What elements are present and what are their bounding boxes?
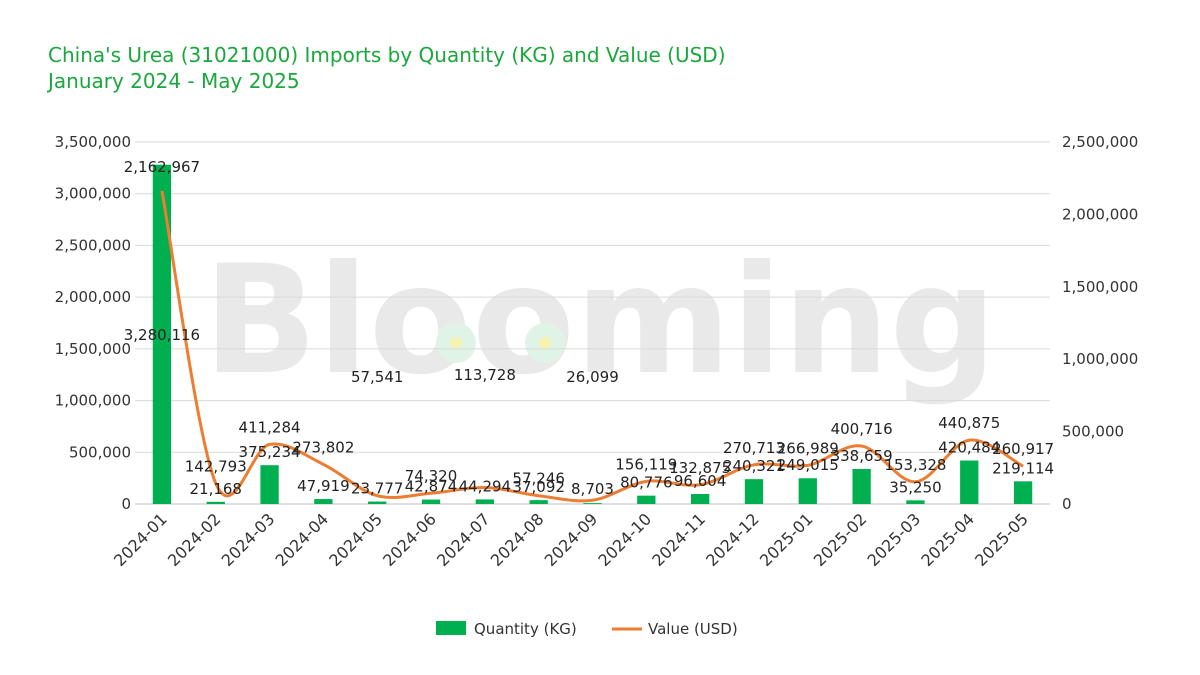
value-data-label: 270,713 (723, 439, 785, 457)
left-axis-tick-label: 2,500,000 (55, 236, 131, 254)
legend-quantity-swatch (436, 621, 466, 635)
quantity-data-label: 42,874 (405, 478, 458, 496)
left-axis-tick-label: 3,000,000 (55, 185, 131, 203)
left-axis-tick-label: 1,000,000 (55, 392, 131, 410)
quantity-bar (690, 494, 710, 504)
quantity-data-label: 8,703 (571, 480, 614, 498)
data-labels: 3,280,116 21,168 375,234 47,919 23,777 42,874… (124, 158, 1054, 498)
value-data-label: 273,802 (292, 438, 354, 456)
x-axis-tick-label: 2024-12 (702, 509, 763, 570)
quantity-data-label: 420,484 (938, 439, 1000, 457)
quantity-data-label: 249,015 (777, 456, 839, 474)
quantity-data-label: 21,168 (189, 480, 242, 498)
value-data-label: 156,119 (615, 455, 677, 473)
left-axis-tick-label: 0 (121, 495, 131, 513)
x-axis-tick-label: 2024-03 (218, 509, 279, 570)
quantity-bar (583, 503, 602, 504)
x-axis-tick-label: 2025-01 (756, 509, 817, 570)
quantity-bar (206, 501, 225, 504)
value-line (160, 190, 1024, 503)
value-data-label: 153,328 (884, 456, 946, 474)
quantity-data-label: 3,280,116 (124, 326, 200, 344)
x-axis-tick-label: 2024-07 (433, 509, 494, 570)
right-axis-tick-label: 2,000,000 (1062, 205, 1138, 223)
x-axis-tick-label: 2024-06 (379, 509, 440, 570)
quantity-bar (475, 499, 495, 504)
quantity-data-label: 47,919 (297, 477, 350, 495)
quantity-bar (906, 500, 925, 504)
chart-title: China's Urea (31021000) Imports by Quant… (48, 42, 726, 94)
value-data-label: 266,989 (777, 439, 839, 457)
quantity-bar (529, 500, 548, 504)
value-data-label: 113,728 (454, 366, 516, 384)
left-axis-tick-label: 2,000,000 (55, 288, 131, 306)
value-series-line (160, 190, 1024, 503)
left-axis-tick-label: 1,500,000 (55, 340, 131, 358)
value-data-label: 400,716 (831, 420, 893, 438)
quantity-data-label: 219,114 (992, 459, 1054, 477)
right-axis-tick-label: 0 (1062, 495, 1072, 513)
watermark-text: Blooming (203, 234, 997, 408)
x-axis-tick-label: 2024-05 (325, 509, 386, 570)
quantity-bar (852, 468, 871, 504)
quantity-data-label: 80,776 (620, 474, 673, 492)
right-axis-tick-label: 500,000 (1062, 423, 1124, 441)
x-axis-tick-label: 2025-04 (917, 509, 978, 570)
x-axis-tick-label: 2025-05 (971, 509, 1032, 570)
quantity-data-label: 23,777 (351, 480, 404, 498)
bars (152, 164, 1033, 504)
value-data-label: 26,099 (566, 368, 619, 386)
quantity-bar (421, 499, 441, 504)
x-axis-tick-label: 2024-08 (487, 509, 548, 570)
quantity-data-label: 375,234 (239, 443, 301, 461)
legend-value-label: Value (USD) (648, 620, 738, 638)
x-axis-tick-label: 2024-01 (110, 509, 171, 570)
value-data-label: 142,793 (185, 457, 247, 475)
value-data-label: 57,246 (512, 470, 565, 488)
value-data-label: 411,284 (239, 418, 301, 436)
quantity-bar (260, 465, 279, 504)
watermark: Blooming (203, 234, 997, 408)
quantity-data-label: 240,321 (723, 457, 785, 475)
quantity-bar (314, 499, 333, 504)
left-axis-tick-label: 500,000 (69, 443, 131, 461)
chart-title-line-1: China's Urea (31021000) Imports by Quant… (48, 43, 726, 67)
quantity-data-label: 96,604 (674, 472, 727, 490)
watermark-dot-core (539, 337, 551, 349)
left-axis-tick-label: 3,500,000 (55, 133, 131, 151)
chart-title-line-2: January 2024 - May 2025 (48, 69, 300, 93)
quantity-bar (1013, 481, 1033, 504)
watermark-dot-core (450, 337, 462, 349)
quantity-bar (744, 479, 764, 504)
quantity-bar (637, 495, 656, 504)
quantity-data-label: 37,092 (512, 478, 565, 496)
legend: Quantity (KG) Value (USD) (436, 620, 738, 638)
value-data-label: 57,541 (351, 368, 404, 386)
value-data-label: 260,917 (992, 440, 1054, 458)
quantity-data-label: 35,250 (889, 478, 942, 496)
right-axis-tick-label: 1,000,000 (1062, 350, 1138, 368)
x-axis-tick-label: 2024-02 (164, 509, 225, 570)
x-axis-tick-label: 2025-03 (864, 509, 925, 570)
value-data-label: 2,162,967 (124, 158, 200, 176)
value-data-label: 132,875 (669, 459, 731, 477)
quantity-data-label: 44,294 (459, 477, 512, 495)
x-axis-tick-label: 2025-02 (810, 509, 871, 570)
x-axis-tick-label: 2024-04 (271, 509, 332, 570)
quantity-bar (798, 478, 817, 504)
value-data-label: 74,320 (405, 467, 458, 485)
quantity-data-label: 338,659 (831, 447, 893, 465)
right-axis-tick-label: 1,500,000 (1062, 278, 1138, 296)
quantity-bar (960, 460, 979, 504)
quantity-bar (152, 164, 172, 504)
right-axis-tick-label: 2,500,000 (1062, 133, 1138, 151)
legend-quantity-label: Quantity (KG) (474, 620, 577, 638)
x-axis-tick-label: 2024-10 (594, 509, 655, 570)
x-axis-tick-label: 2024-09 (541, 509, 602, 570)
value-data-label: 440,875 (938, 414, 1000, 432)
x-axis-tick-label: 2024-11 (648, 509, 709, 570)
quantity-bar (368, 501, 387, 504)
